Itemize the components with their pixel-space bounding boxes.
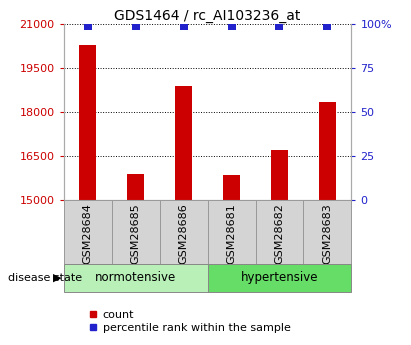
Bar: [159, 200, 208, 264]
Bar: [64, 264, 208, 292]
Bar: [208, 200, 256, 264]
Point: [84, 23, 91, 29]
Text: GSM28683: GSM28683: [323, 203, 332, 264]
Text: GSM28681: GSM28681: [226, 203, 236, 264]
Text: ▶: ▶: [53, 273, 62, 283]
Text: GSM28686: GSM28686: [179, 203, 189, 264]
Text: normotensive: normotensive: [95, 271, 176, 284]
Bar: [127, 174, 144, 200]
Point: [228, 23, 235, 29]
Point: [276, 23, 283, 29]
Bar: [112, 200, 159, 264]
Text: GSM28682: GSM28682: [275, 203, 284, 264]
Bar: [223, 175, 240, 200]
Bar: [175, 86, 192, 200]
Text: disease state: disease state: [8, 273, 82, 283]
Bar: [319, 102, 336, 200]
Text: hypertensive: hypertensive: [241, 271, 318, 284]
Bar: [79, 45, 96, 200]
Text: GSM28685: GSM28685: [131, 203, 141, 264]
Title: GDS1464 / rc_AI103236_at: GDS1464 / rc_AI103236_at: [114, 9, 301, 23]
Point: [180, 23, 187, 29]
Bar: [64, 200, 112, 264]
Bar: [208, 264, 351, 292]
Bar: [271, 150, 288, 200]
Point: [324, 23, 331, 29]
Bar: [303, 200, 351, 264]
Text: GSM28684: GSM28684: [83, 203, 92, 264]
Point: [132, 23, 139, 29]
Legend: count, percentile rank within the sample: count, percentile rank within the sample: [84, 305, 295, 338]
Bar: [256, 200, 303, 264]
